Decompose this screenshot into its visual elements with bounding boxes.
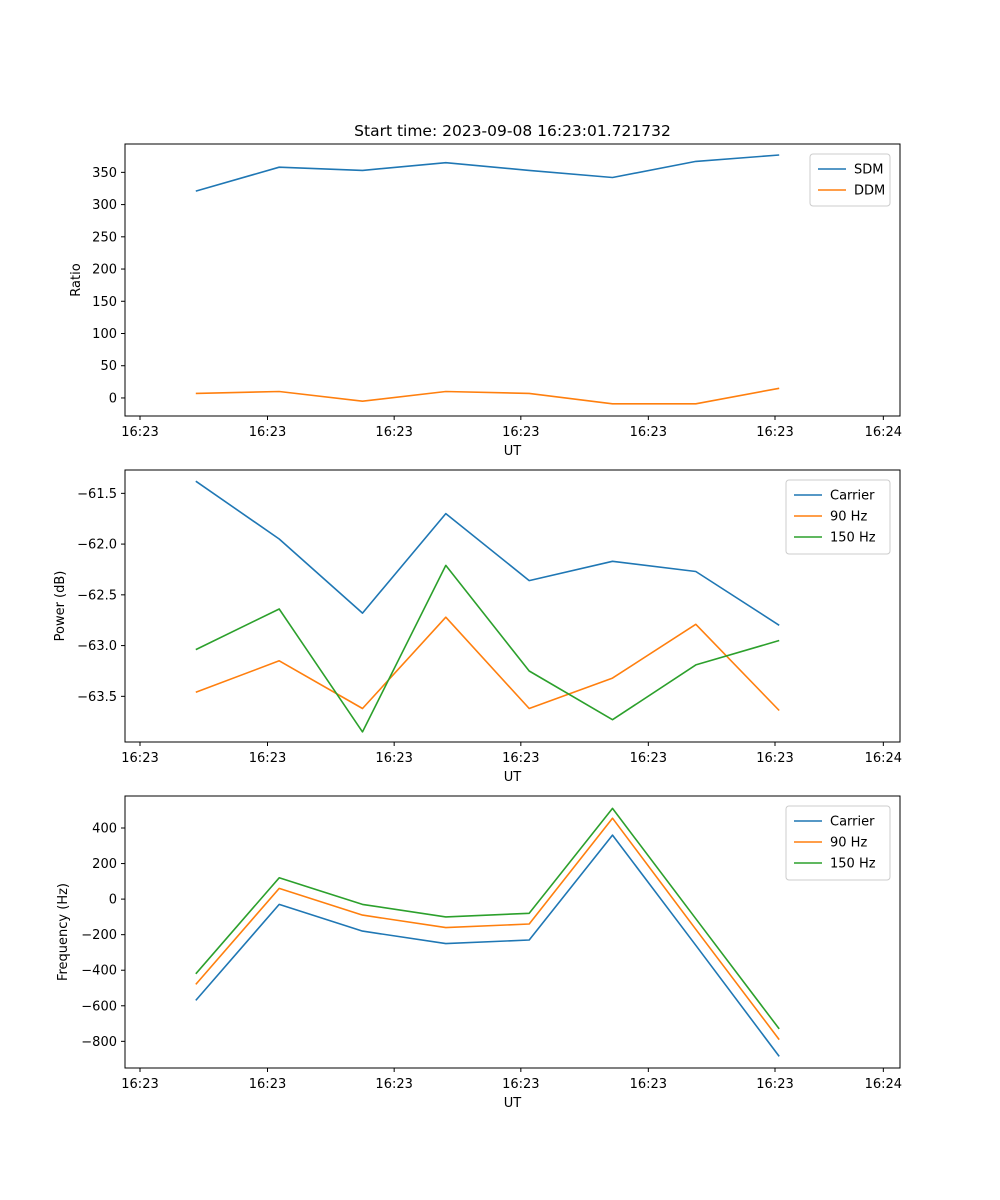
legend-label: SDM — [854, 163, 883, 178]
x-axis-label: UT — [504, 444, 522, 459]
series-line-carrier — [195, 834, 780, 1057]
x-tick-label: 16:23 — [249, 751, 286, 766]
x-tick-label: 16:23 — [375, 751, 412, 766]
legend-frame — [785, 805, 891, 881]
x-tick-label: 16:23 — [630, 425, 667, 440]
x-tick-label: 16:23 — [630, 1077, 667, 1092]
legend-label: 150 Hz — [830, 857, 876, 872]
series-line-90-hz — [195, 616, 780, 712]
y-tick-label: 0 — [109, 893, 117, 908]
y-tick-label: 250 — [92, 230, 117, 245]
x-tick-label: 16:23 — [375, 1077, 412, 1092]
y-tick-label: 350 — [92, 166, 117, 181]
legend-frame — [809, 153, 891, 207]
x-axis-label: UT — [504, 770, 522, 785]
axes-frame — [124, 795, 901, 1069]
x-tick-label: 16:24 — [865, 425, 902, 440]
x-axis-label: UT — [504, 1096, 522, 1111]
y-tick-label: −800 — [81, 1035, 117, 1050]
axes-frame — [124, 143, 901, 417]
y-tick-label: −400 — [81, 964, 117, 979]
legend-frame — [785, 479, 891, 555]
legend-label: 90 Hz — [830, 836, 867, 851]
x-tick-label: 16:23 — [249, 1077, 286, 1092]
legend-label: 90 Hz — [830, 510, 867, 525]
x-tick-label: 16:23 — [756, 751, 793, 766]
y-tick-label: −600 — [81, 999, 117, 1014]
y-tick-label: 150 — [92, 295, 117, 310]
y-axis-label: Power (dB) — [53, 571, 68, 642]
legend-label: Carrier — [830, 815, 875, 830]
x-tick-label: 16:23 — [375, 425, 412, 440]
x-tick-label: 16:23 — [756, 425, 793, 440]
x-tick-label: 16:23 — [502, 751, 539, 766]
legend: Carrier 90 Hz 150 Hz — [785, 805, 891, 881]
x-tick-label: 16:23 — [121, 425, 158, 440]
y-axis-label: Frequency (Hz) — [56, 883, 71, 981]
series-line-carrier — [195, 480, 780, 626]
y-tick-label: −200 — [81, 928, 117, 943]
legend: SDM DDM — [809, 153, 891, 207]
y-tick-label: 200 — [92, 263, 117, 278]
y-tick-label: 50 — [100, 359, 117, 374]
subplot-3: −800 −600 −400 −200 0 200 400 16:23 16:23 16:23 16… — [56, 795, 902, 1111]
x-tick-label: 16:23 — [502, 1077, 539, 1092]
y-tick-label: −61.5 — [77, 487, 117, 502]
y-tick-label: 100 — [92, 327, 117, 342]
y-tick-label: −62.0 — [77, 538, 117, 553]
x-tick-label: 16:24 — [865, 751, 902, 766]
legend-label: 150 Hz — [830, 531, 876, 546]
x-tick-label: 16:23 — [121, 751, 158, 766]
subplot-2: −63.5 −63.0 −62.5 −62.0 −61.5 16:23 16:23 16:23… — [53, 469, 902, 785]
y-tick-label: −63.0 — [77, 639, 117, 654]
x-tick-label: 16:23 — [502, 425, 539, 440]
series-line-ddm — [195, 387, 780, 405]
x-tick-label: 16:23 — [630, 751, 667, 766]
y-axis-label: Ratio — [69, 263, 84, 296]
legend-label: DDM — [854, 184, 885, 199]
y-tick-label: 300 — [92, 198, 117, 213]
series-line-90-hz — [195, 817, 780, 1041]
series-line-150-hz — [195, 564, 780, 733]
legend-label: Carrier — [830, 489, 875, 504]
chart-title: Start time: 2023-09-08 16:23:01.721732 — [354, 122, 671, 140]
y-tick-label: −63.5 — [77, 690, 117, 705]
subplot-1: Start time: 2023-09-08 16:23:01.721732 0 5… — [69, 122, 902, 459]
x-tick-label: 16:23 — [756, 1077, 793, 1092]
x-tick-label: 16:24 — [865, 1077, 902, 1092]
axes-frame — [124, 469, 901, 743]
x-tick-label: 16:23 — [249, 425, 286, 440]
y-tick-label: 400 — [92, 822, 117, 837]
x-tick-label: 16:23 — [121, 1077, 158, 1092]
legend: Carrier 90 Hz 150 Hz — [785, 479, 891, 555]
series-line-sdm — [195, 154, 780, 192]
y-tick-label: 200 — [92, 857, 117, 872]
series-line-150-hz — [195, 807, 780, 1030]
y-tick-label: −62.5 — [77, 588, 117, 603]
y-tick-label: 0 — [109, 391, 117, 406]
